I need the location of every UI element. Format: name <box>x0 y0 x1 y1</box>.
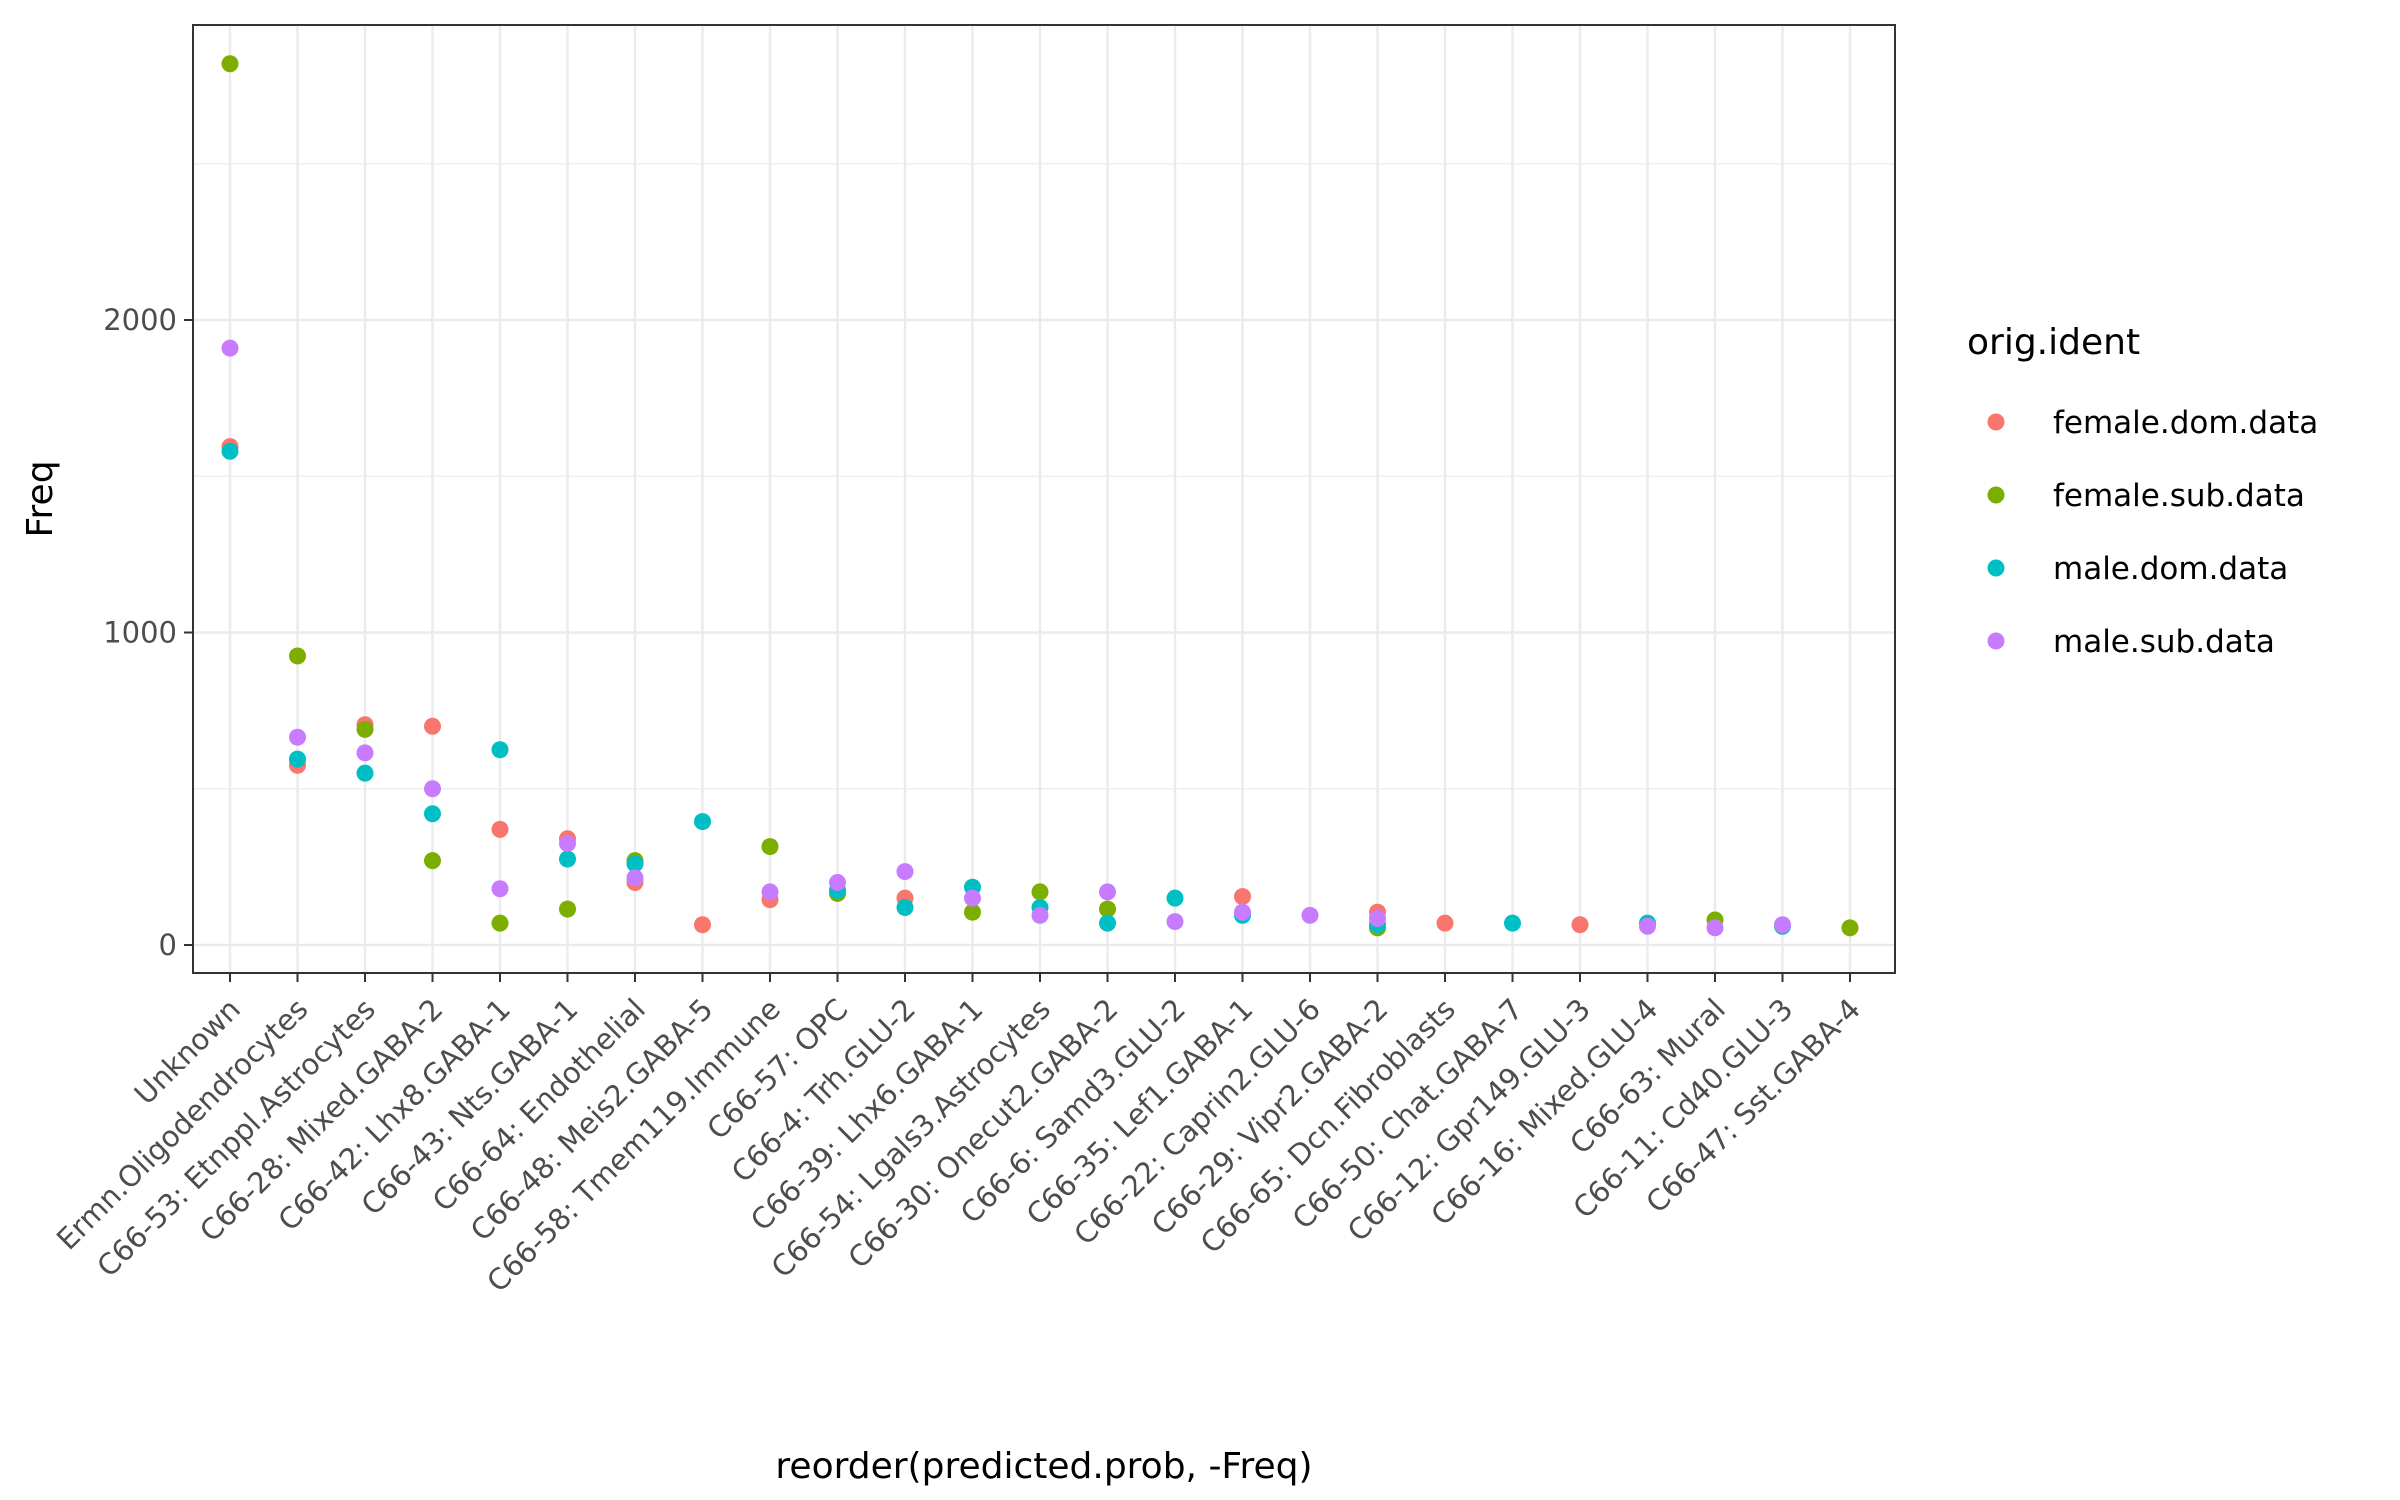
data-point <box>1234 903 1251 921</box>
data-points <box>221 55 1859 937</box>
data-point <box>626 869 644 887</box>
panel-background <box>193 25 1895 973</box>
data-point <box>1369 909 1386 927</box>
data-point <box>1099 883 1116 901</box>
data-point <box>1166 913 1184 931</box>
y-tick-label: 0 <box>159 928 177 962</box>
data-point <box>424 805 441 823</box>
x-tick-label: C66-53: Etnppl.Astrocytes <box>90 992 382 1284</box>
legend-label: female.dom.data <box>2053 405 2318 441</box>
data-point <box>289 728 306 746</box>
data-point <box>491 914 509 932</box>
legend-key <box>1987 559 2005 577</box>
data-point <box>694 813 711 831</box>
data-point <box>626 855 644 873</box>
y-axis-title: Freq <box>20 460 61 537</box>
data-point <box>559 850 576 868</box>
data-point <box>559 900 576 918</box>
data-point <box>356 764 374 782</box>
data-point <box>761 838 779 856</box>
data-point <box>1639 917 1656 935</box>
data-point <box>289 647 306 665</box>
data-point <box>221 339 239 357</box>
data-point <box>829 874 846 891</box>
data-point <box>1504 914 1521 932</box>
data-point <box>491 741 509 759</box>
panel-border <box>192 24 1896 974</box>
data-point <box>559 834 576 852</box>
legend-key <box>1987 413 2005 431</box>
data-point <box>964 889 981 907</box>
y-tick-label: 2000 <box>103 303 177 337</box>
legend-label: female.sub.data <box>2053 478 2305 514</box>
data-point <box>1436 914 1454 932</box>
data-point <box>1301 906 1319 924</box>
legend: orig.ident female.dom.data female.sub.dat… <box>1967 322 2318 660</box>
data-point <box>761 883 779 901</box>
data-point <box>1234 888 1251 906</box>
legend-key <box>1987 486 2005 504</box>
legend-title: orig.ident <box>1967 322 2140 363</box>
x-axis-title: reorder(predicted.prob, -Freq) <box>775 1446 1312 1487</box>
data-point <box>491 880 509 898</box>
data-point <box>424 852 441 870</box>
data-point <box>221 442 239 460</box>
data-point <box>1031 883 1049 901</box>
data-point <box>896 863 914 881</box>
data-point <box>1099 914 1116 932</box>
data-point <box>1706 919 1724 937</box>
data-point <box>356 744 374 762</box>
data-point <box>289 750 306 768</box>
legend-key <box>1987 632 2005 650</box>
data-point <box>694 916 711 934</box>
legend-label: male.sub.data <box>2053 624 2275 660</box>
data-point <box>1571 916 1589 934</box>
data-point <box>1166 889 1184 907</box>
data-point <box>356 720 374 738</box>
data-point <box>964 903 981 921</box>
data-point <box>1774 916 1791 934</box>
legend-label: male.dom.data <box>2053 551 2288 587</box>
y-axis: 0 1000 2000 <box>103 303 193 962</box>
data-point <box>1031 906 1049 924</box>
data-point <box>1099 900 1116 918</box>
data-point <box>221 55 239 73</box>
data-point <box>896 899 914 916</box>
minor-gridlines <box>193 163 1895 790</box>
data-point <box>1841 919 1859 937</box>
data-point <box>424 717 441 735</box>
y-tick-label: 1000 <box>103 616 177 650</box>
data-point <box>491 820 509 838</box>
data-point <box>424 780 441 798</box>
